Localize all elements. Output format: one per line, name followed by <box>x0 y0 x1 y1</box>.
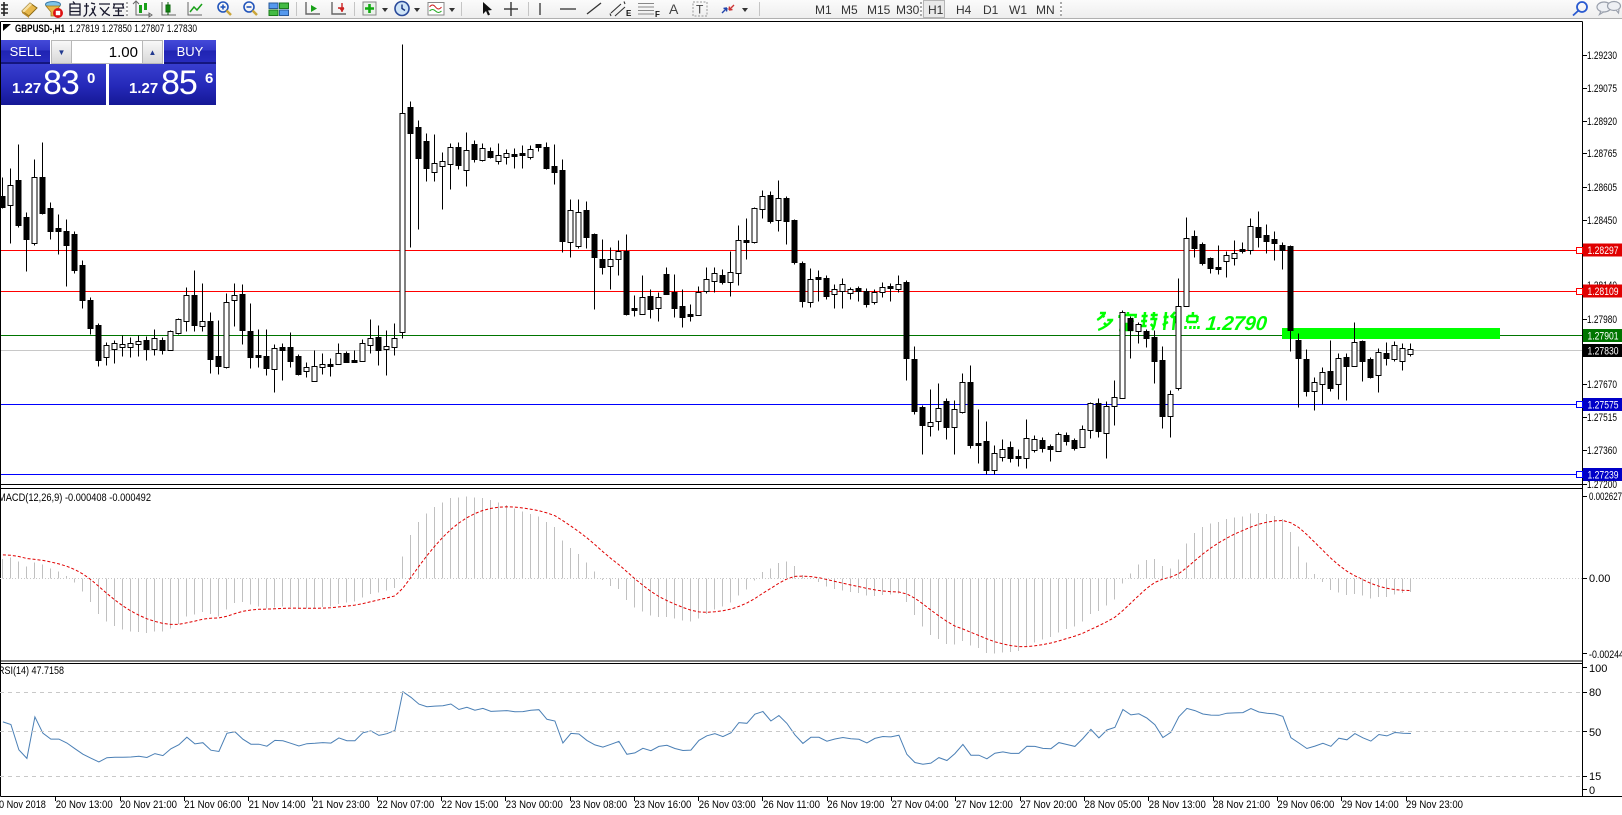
svg-text:26 Nov 03:00: 26 Nov 03:00 <box>699 799 756 811</box>
svg-text:A: A <box>669 1 679 17</box>
svg-text:15: 15 <box>1589 771 1601 783</box>
svg-text:27 Nov 20:00: 27 Nov 20:00 <box>1020 799 1077 811</box>
svg-text:100: 100 <box>1589 663 1607 675</box>
svg-text:1.28297: 1.28297 <box>1588 245 1619 257</box>
svg-text:0.00: 0.00 <box>1589 573 1610 585</box>
svg-text:1.29075: 1.29075 <box>1587 83 1617 95</box>
svg-text:22 Nov 15:00: 22 Nov 15:00 <box>442 799 499 811</box>
svg-text:26 Nov 19:00: 26 Nov 19:00 <box>827 799 884 811</box>
svg-text:1.27819 1.27850 1.27807 1.2783: 1.27819 1.27850 1.27807 1.27830 <box>69 23 197 35</box>
svg-text:26 Nov 11:00: 26 Nov 11:00 <box>763 799 820 811</box>
svg-text:28 Nov 05:00: 28 Nov 05:00 <box>1085 799 1142 811</box>
svg-text:27 Nov 12:00: 27 Nov 12:00 <box>956 799 1013 811</box>
svg-text:29 Nov 23:00: 29 Nov 23:00 <box>1406 799 1463 811</box>
svg-text:0.002627: 0.002627 <box>1589 491 1622 503</box>
svg-text:23 Nov 00:00: 23 Nov 00:00 <box>506 799 563 811</box>
svg-text:20 Nov 13:00: 20 Nov 13:00 <box>56 799 113 811</box>
svg-text:1.27980: 1.27980 <box>1587 314 1617 326</box>
svg-text:20 Nov 2018: 20 Nov 2018 <box>0 799 46 811</box>
svg-text:1.27830: 1.27830 <box>1588 346 1619 358</box>
svg-text:1.27515: 1.27515 <box>1587 412 1617 424</box>
svg-text:1.29230: 1.29230 <box>1587 50 1617 62</box>
svg-text:T: T <box>696 3 704 17</box>
svg-text:27 Nov 04:00: 27 Nov 04:00 <box>892 799 949 811</box>
svg-text:1.27239: 1.27239 <box>1588 470 1619 482</box>
svg-text:29 Nov 14:00: 29 Nov 14:00 <box>1342 799 1399 811</box>
svg-text:20 Nov 21:00: 20 Nov 21:00 <box>120 799 177 811</box>
svg-text:-0.00244: -0.00244 <box>1589 649 1622 661</box>
svg-text:GBPUSD-,H1: GBPUSD-,H1 <box>15 23 65 35</box>
svg-text:21 Nov 23:00: 21 Nov 23:00 <box>313 799 370 811</box>
svg-text:1.28920: 1.28920 <box>1587 116 1617 128</box>
svg-text:1.27200: 1.27200 <box>1587 479 1617 491</box>
svg-text:22 Nov 07:00: 22 Nov 07:00 <box>377 799 434 811</box>
svg-text:E: E <box>626 9 632 18</box>
svg-text:50: 50 <box>1589 727 1601 739</box>
svg-text:28 Nov 21:00: 28 Nov 21:00 <box>1213 799 1270 811</box>
svg-text:21 Nov 06:00: 21 Nov 06:00 <box>184 799 241 811</box>
svg-text:28 Nov 13:00: 28 Nov 13:00 <box>1149 799 1206 811</box>
svg-text:1.27901: 1.27901 <box>1588 331 1619 343</box>
svg-text:1.2790: 1.2790 <box>1205 313 1268 335</box>
svg-text:F: F <box>655 10 660 19</box>
svg-text:1.27575: 1.27575 <box>1588 400 1619 412</box>
svg-text:23 Nov 08:00: 23 Nov 08:00 <box>570 799 627 811</box>
svg-text:1.28765: 1.28765 <box>1587 148 1617 160</box>
svg-text:21 Nov 14:00: 21 Nov 14:00 <box>249 799 306 811</box>
svg-text:23 Nov 16:00: 23 Nov 16:00 <box>634 799 691 811</box>
svg-text:1.28109: 1.28109 <box>1588 286 1619 298</box>
svg-text:RSI(14) 47.7158: RSI(14) 47.7158 <box>0 665 64 677</box>
svg-text:1.27360: 1.27360 <box>1587 445 1617 457</box>
svg-text:1.28605: 1.28605 <box>1587 182 1617 194</box>
svg-text:29 Nov 06:00: 29 Nov 06:00 <box>1277 799 1334 811</box>
svg-text:0: 0 <box>1589 785 1595 797</box>
svg-text:MACD(12,26,9) -0.000408 -0.000: MACD(12,26,9) -0.000408 -0.000492 <box>0 492 151 504</box>
svg-text:1.27670: 1.27670 <box>1587 379 1617 391</box>
svg-text:1.28450: 1.28450 <box>1587 215 1617 227</box>
svg-text:80: 80 <box>1589 687 1601 699</box>
